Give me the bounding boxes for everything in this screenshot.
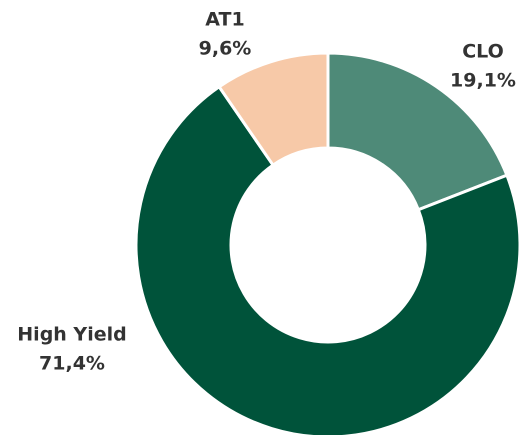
donut-slice bbox=[134, 84, 522, 435]
slice-label: AT1 bbox=[205, 9, 244, 31]
slice-value-label: 71,4% bbox=[39, 353, 105, 375]
slice-value-label: 9,6% bbox=[199, 38, 252, 60]
slice-value-label: 19,1% bbox=[450, 70, 516, 92]
slice-label: CLO bbox=[462, 41, 504, 63]
donut-slice bbox=[217, 51, 330, 168]
donut-slice bbox=[326, 51, 509, 212]
slice-label: High Yield bbox=[17, 324, 126, 346]
